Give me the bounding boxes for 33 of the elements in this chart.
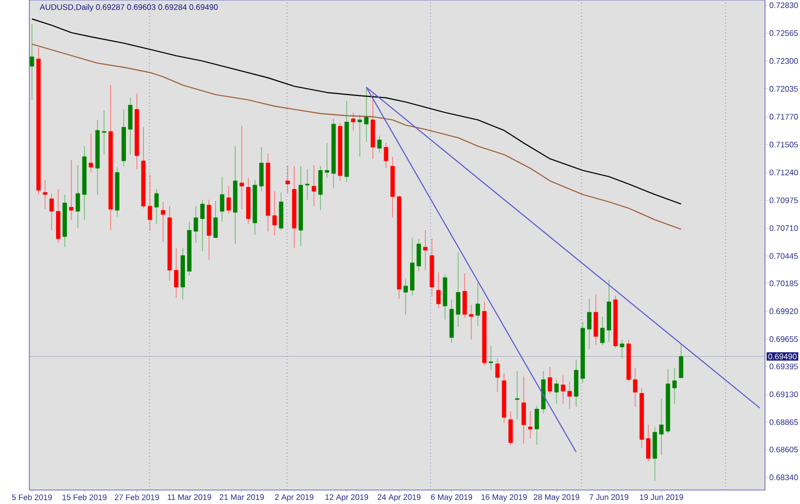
y-tick-label: 0.69395 [770,364,798,370]
y-tick-label: 0.72300 [770,58,798,64]
y-tick-label: 0.70445 [770,253,798,259]
y-tick-label: 0.71770 [770,114,798,120]
x-tick-label: 11 Mar 2019 [168,494,212,500]
y-tick-label: 0.71505 [770,142,798,148]
y-tick-label: 0.69655 [770,336,798,342]
y-tick-label: 0.68340 [770,474,798,480]
y-tick-label: 0.70975 [770,197,798,204]
ref-line-label: 0.69490 [768,354,797,360]
x-tick-label: 27 Feb 2019 [114,494,159,500]
x-tick-label: 24 Apr 2019 [378,494,421,502]
y-tick-label: 0.71240 [770,170,798,176]
x-tick-label: 12 Apr 2019 [325,494,368,502]
y-tick-label: 0.69130 [770,391,798,398]
x-tick-label: 28 May 2019 [534,494,580,502]
x-tick-label: 5 Feb 2019 [12,494,52,500]
x-tick-label: 7 Jun 2019 [590,494,628,500]
x-tick-label: 21 Mar 2019 [220,494,264,500]
y-tick-label: 0.70185 [770,280,798,286]
y-tick-label: 0.68605 [770,446,798,452]
x-tick-label: 19 Jun 2019 [640,494,684,500]
y-tick-label: 0.72565 [770,30,798,36]
chart-title: AUDUSD,Daily 0.69287 0.69603 0.69284 0.69490 [40,4,218,12]
x-tick-label: 6 May 2019 [431,494,472,502]
x-tick-label: 16 May 2019 [482,494,527,502]
y-tick-label: 0.72830 [770,2,798,8]
y-tick-label: 0.69920 [770,308,798,314]
x-tick-label: 15 Feb 2019 [62,494,106,500]
y-tick-label: 0.70710 [770,225,798,232]
y-tick-label: 0.72035 [770,86,798,92]
y-tick-label: 0.68865 [770,419,798,426]
x-tick-label: 2 Apr 2019 [275,494,314,502]
